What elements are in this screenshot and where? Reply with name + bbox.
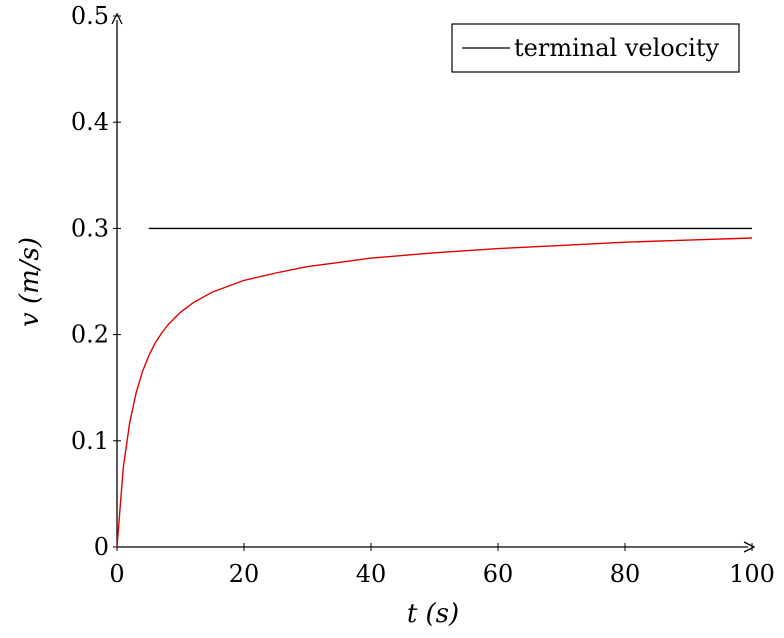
y-axis-title: v (m/s) [15, 237, 45, 327]
y-tick-label: 0.5 [71, 2, 109, 30]
y-tick-label: 0.2 [71, 321, 109, 349]
plot-series [116, 227, 753, 548]
y-tick-label: 0 [94, 533, 109, 561]
x-axis-ticks: 0 20 40 60 80 100 [109, 543, 775, 588]
x-axis-arrow [743, 541, 756, 553]
x-tick-label: 0 [109, 560, 124, 588]
x-tick-label: 80 [610, 560, 641, 588]
series-line-velocity-curve [116, 237, 753, 548]
x-tick-label: 40 [356, 560, 387, 588]
y-tick-label: 0.3 [71, 214, 109, 242]
x-tick-label: 20 [229, 560, 260, 588]
legend-label-terminal-velocity: terminal velocity [514, 34, 719, 62]
x-tick-label: 100 [729, 560, 775, 588]
y-tick-label: 0.4 [71, 108, 109, 136]
x-axis-title: t (s) [407, 599, 459, 629]
x-tick-label: 60 [483, 560, 514, 588]
legend: terminal velocity [451, 23, 740, 73]
y-axis-ticks: 0 0.1 0.2 0.3 0.4 0.5 [71, 2, 121, 561]
y-axis-arrow [111, 12, 123, 25]
y-tick-label: 0.1 [71, 427, 109, 455]
